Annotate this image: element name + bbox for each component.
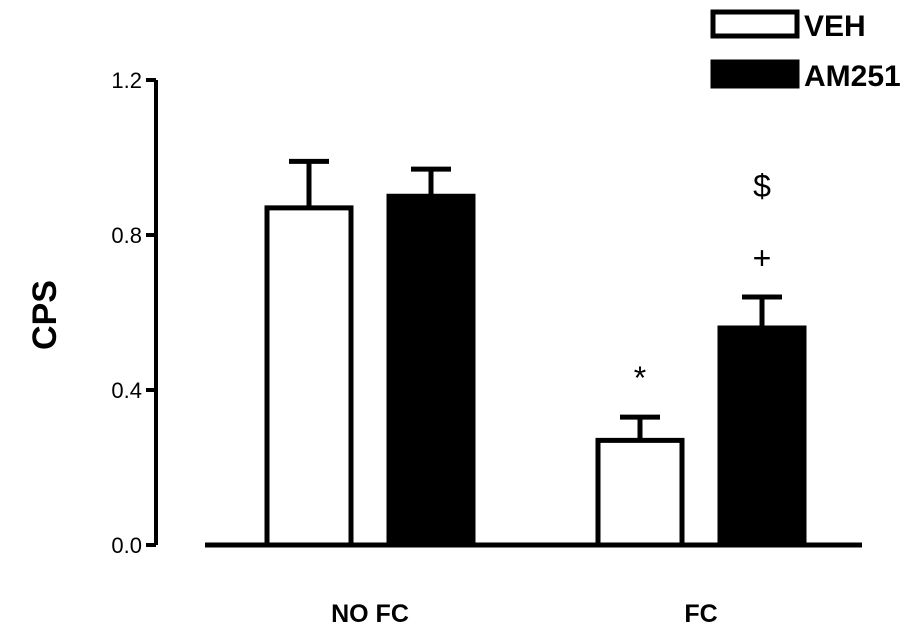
legend-swatch	[710, 59, 800, 89]
significance-mark: +	[753, 240, 772, 276]
x-tick-label: NO FC	[331, 600, 409, 628]
bar-veh-fc	[595, 437, 685, 548]
bar-veh-no-fc	[264, 205, 354, 548]
legend-label: AM251	[804, 60, 901, 93]
y-tick-label: 0.0	[111, 533, 142, 558]
bar-am251-fc	[717, 325, 807, 548]
y-tick-label: 0.8	[111, 223, 142, 248]
x-axis: NO FC FC	[205, 542, 862, 628]
x-tick-label: FC	[684, 600, 717, 628]
significance-mark: $	[753, 168, 771, 204]
legend-swatch	[710, 9, 800, 39]
y-axis: 0.0 0.4 0.8 1.2	[111, 68, 158, 558]
y-tick-label: 0.4	[111, 378, 142, 403]
legend-label: VEH	[804, 10, 866, 43]
significance-mark: *	[634, 360, 646, 396]
annotations: * + $	[634, 168, 772, 396]
y-axis-label: CPS	[26, 280, 64, 350]
bars	[264, 158, 807, 548]
bar-am251-no-fc	[386, 193, 476, 548]
legend: VEH AM251	[710, 9, 901, 93]
y-tick-label: 1.2	[111, 68, 142, 93]
